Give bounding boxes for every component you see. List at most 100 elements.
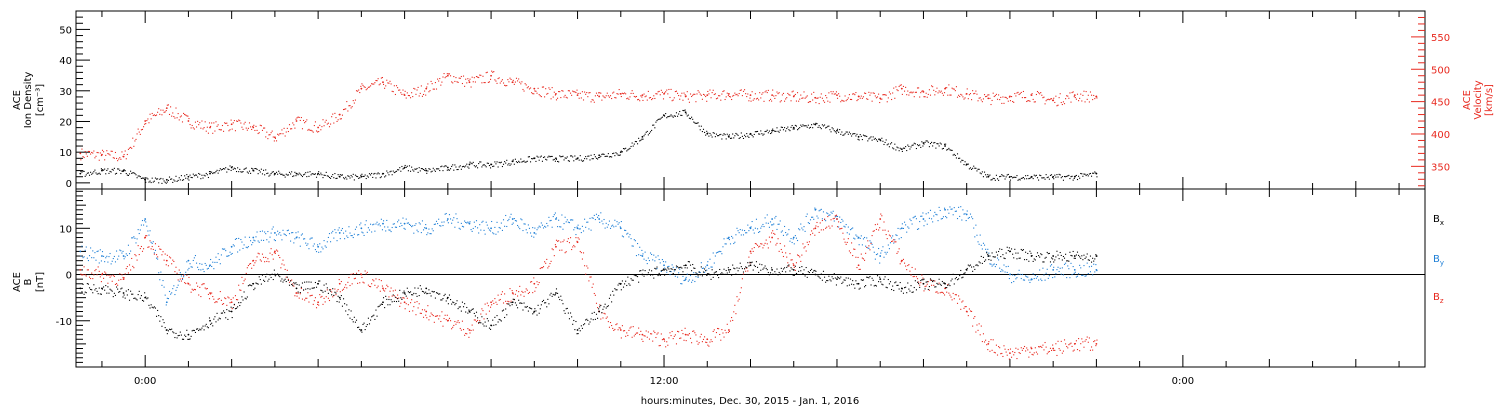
velocity-series-dot <box>398 89 400 91</box>
density-series-dot <box>558 161 560 163</box>
velocity-series-dot <box>122 155 124 157</box>
velocity-series-dot <box>90 153 92 155</box>
bz-series-dot <box>88 276 91 278</box>
density-series-dot <box>1079 177 1081 179</box>
bz-series-dot <box>152 248 154 251</box>
by-series-dot <box>831 212 833 214</box>
by-series-dot <box>705 266 707 268</box>
velocity-series-dot <box>374 82 376 84</box>
bx-series-dot <box>433 291 435 293</box>
velocity-series-dot <box>555 99 558 101</box>
by-series-dot <box>651 253 653 256</box>
bx-series-dot <box>199 328 201 330</box>
bz-series-dot <box>855 256 857 258</box>
bz-series-dot <box>1069 343 1071 345</box>
by-series-dot <box>972 218 974 220</box>
bz-series-dot <box>122 276 124 279</box>
bx-series-dot <box>788 264 790 266</box>
by-series-dot <box>417 231 419 233</box>
density-series-dot <box>320 172 322 174</box>
bx-series-dot <box>505 308 507 310</box>
by-series-dot <box>458 227 460 229</box>
bz-series-dot <box>103 277 105 279</box>
by-series-dot <box>393 223 395 225</box>
bz-series-dot <box>846 241 848 243</box>
bx-series-dot <box>876 275 879 277</box>
density-series-dot <box>339 174 341 176</box>
bz-series-dot <box>679 337 681 339</box>
velocity-series-dot <box>630 92 632 94</box>
bx-series-dot <box>620 289 622 291</box>
velocity-series-dot <box>585 93 587 95</box>
density-series-dot <box>1050 174 1053 176</box>
by-series-dot <box>655 256 657 258</box>
density-series-dot <box>701 130 703 133</box>
bz-series-dot <box>186 274 188 276</box>
bx-series-dot <box>502 309 505 311</box>
density-series-dot <box>822 125 825 127</box>
density-series-dot <box>397 169 399 171</box>
bz-series-dot <box>662 338 665 340</box>
bz-series-dot <box>852 254 854 257</box>
velocity-series-dot <box>418 95 420 97</box>
velocity-series-dot <box>198 124 200 126</box>
bx-series-dot <box>845 277 847 279</box>
bx-series-dot <box>414 287 416 289</box>
bz-series-dot <box>807 244 809 246</box>
bx-series-dot <box>626 284 628 287</box>
velocity-series-dot <box>467 78 469 80</box>
bz-series-dot <box>672 338 674 340</box>
density-series-dot <box>1089 172 1092 175</box>
bx-series-dot <box>318 280 320 282</box>
velocity-series-dot <box>862 96 865 98</box>
density-series-dot <box>978 168 980 170</box>
bz-series-dot <box>626 332 628 334</box>
by-series-dot <box>961 219 963 221</box>
bx-series-dot <box>799 266 801 269</box>
velocity-series-dot <box>691 95 693 98</box>
bx-series-dot <box>300 286 302 288</box>
by-series-dot <box>738 232 740 234</box>
velocity-series-dot <box>725 96 727 98</box>
bx-series-dot <box>718 277 720 279</box>
bx-series-dot <box>741 268 743 270</box>
by-series-dot <box>489 230 492 232</box>
bx-series-dot <box>88 287 91 289</box>
bz-series-dot <box>1082 341 1084 343</box>
by-series-dot <box>181 278 184 281</box>
by-series-dot <box>672 266 674 268</box>
bz-series-dot <box>91 272 93 274</box>
bz-series-dot <box>109 276 111 278</box>
bz-series-dot <box>446 314 448 316</box>
velocity-series-dot <box>1026 100 1028 103</box>
bz-series-dot <box>741 278 743 280</box>
density-series-dot <box>372 176 374 178</box>
velocity-series-dot <box>518 78 520 80</box>
by-series-dot <box>1032 273 1034 275</box>
density-series-dot <box>183 179 185 181</box>
bx-series-dot <box>117 288 119 290</box>
bz-series-point <box>382 287 384 290</box>
density-series-dot <box>368 173 371 175</box>
bx-series-point <box>382 301 384 304</box>
velocity-series-dot <box>123 153 125 156</box>
density-series-dot <box>1033 174 1035 176</box>
bx-series-dot <box>858 288 860 290</box>
by-series-dot <box>669 274 671 276</box>
by-series-dot <box>980 244 982 246</box>
bx-series-dot <box>868 277 870 279</box>
bx-series-dot <box>721 272 723 274</box>
bz-series-dot <box>609 321 612 324</box>
density-series-point <box>944 145 946 147</box>
bz-series-dot <box>1014 351 1016 354</box>
velocity-series-dot <box>256 129 258 131</box>
velocity-series-dot <box>626 98 628 100</box>
bx-series-dot <box>784 267 786 269</box>
by-series-dot <box>673 270 675 272</box>
bx-series-dot <box>865 284 867 287</box>
bz-series-dot <box>922 277 924 279</box>
by-series-dot <box>506 225 508 228</box>
velocity-series-dot <box>267 138 269 140</box>
bx-series-dot <box>106 292 108 294</box>
bx-series-dot <box>674 269 676 271</box>
